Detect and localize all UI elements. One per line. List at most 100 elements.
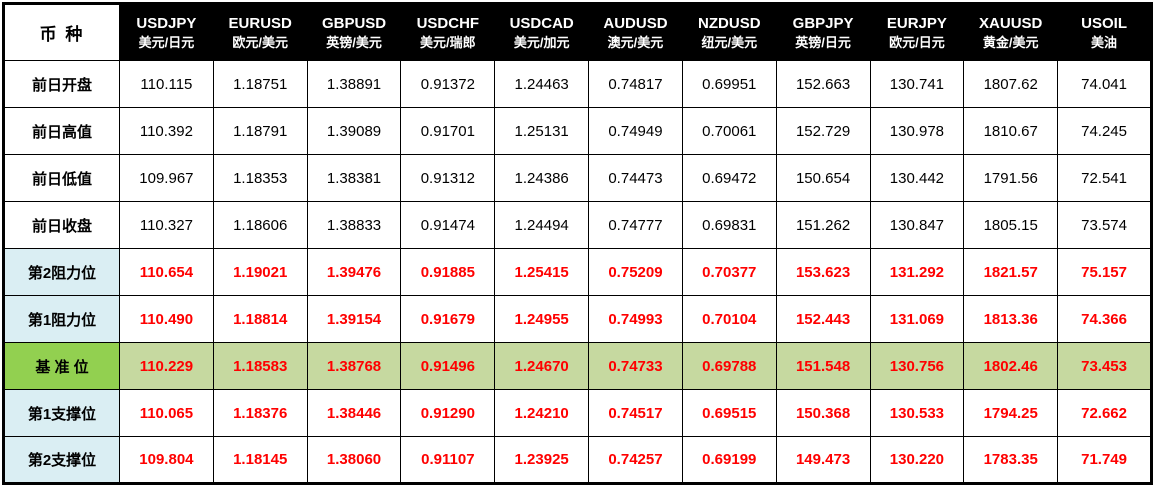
pair-symbol: GBPJPY (792, 14, 854, 32)
value-cell: 151.548 (775, 342, 871, 390)
pair-chinese-name: 欧元/日元 (889, 35, 945, 51)
value-cell: 0.91679 (400, 295, 496, 343)
column-header-gbpusd: GBPUSD 英镑/美元 (306, 3, 402, 61)
table-row: 第2阻力位 110.654 1.19021 1.39476 0.91885 1.25415… (3, 248, 1152, 296)
pair-symbol: USDCAD (509, 14, 574, 32)
corner-cell-currency-type: 币 种 (3, 3, 120, 61)
column-header-usdchf: USDCHF 美元/瑞郎 (400, 3, 496, 61)
value-cell: 0.69831 (681, 201, 777, 249)
value-cell: 1.25131 (494, 107, 590, 155)
value-cell: 74.245 (1057, 107, 1152, 155)
pair-symbol: XAUUSD (979, 14, 1043, 32)
pair-chinese-name: 欧元/美元 (232, 35, 289, 51)
row-label: 第2阻力位 (3, 248, 120, 296)
table-row: 第1支撑位 110.065 1.18376 1.38446 0.91290 1.24210… (3, 389, 1152, 437)
table-row: 第2支撑位 109.804 1.18145 1.38060 0.91107 1.23925… (3, 436, 1152, 484)
column-header-gbpjpy: GBPJPY 英镑/日元 (775, 3, 871, 61)
value-cell: 150.368 (775, 389, 871, 437)
value-cell: 1.39154 (306, 295, 402, 343)
value-cell: 1821.57 (963, 248, 1059, 296)
pair-chinese-name: 英镑/日元 (795, 35, 851, 51)
value-cell: 110.327 (119, 201, 214, 249)
value-cell: 0.91372 (400, 60, 496, 108)
value-cell: 153.623 (775, 248, 871, 296)
value-cell: 0.74949 (588, 107, 683, 155)
value-cell: 130.533 (869, 389, 965, 437)
column-header-nzdusd: NZDUSD 纽元/美元 (681, 3, 777, 61)
value-cell: 109.967 (119, 154, 214, 202)
pair-symbol: EURUSD (228, 14, 292, 32)
value-cell: 1791.56 (963, 154, 1059, 202)
value-cell: 110.229 (119, 342, 214, 390)
column-header-usoil: USOIL 美油 (1057, 3, 1152, 61)
value-cell: 110.490 (119, 295, 214, 343)
value-cell: 0.70104 (681, 295, 777, 343)
value-cell: 1.25415 (494, 248, 590, 296)
header-row: 币 种 USDJPY 美元/日元 EURUSD 欧元/美元 GBPUSD 英镑/美元 USD… (3, 3, 1152, 61)
value-cell: 73.574 (1057, 201, 1152, 249)
value-cell: 73.453 (1057, 342, 1152, 390)
value-cell: 1783.35 (963, 436, 1059, 484)
pair-symbol: AUDUSD (603, 14, 668, 32)
value-cell: 0.69199 (681, 436, 777, 484)
value-cell: 1.24210 (494, 389, 590, 437)
value-cell: 1810.67 (963, 107, 1059, 155)
value-cell: 1794.25 (963, 389, 1059, 437)
table-row: 前日高值 110.392 1.18791 1.39089 0.91701 1.25131 0… (3, 107, 1152, 155)
value-cell: 130.741 (869, 60, 965, 108)
pair-symbol: USDCHF (416, 14, 480, 32)
row-label: 第2支撑位 (3, 436, 120, 484)
value-cell: 1.39089 (306, 107, 402, 155)
value-cell: 1.38446 (306, 389, 402, 437)
value-cell: 1.18791 (212, 107, 308, 155)
column-header-eurjpy: EURJPY 欧元/日元 (869, 3, 965, 61)
row-label: 前日开盘 (3, 60, 120, 108)
pair-chinese-name: 美元/加元 (513, 35, 570, 51)
column-header-xauusd: XAUUSD 黄金/美元 (963, 3, 1059, 61)
value-cell: 1807.62 (963, 60, 1059, 108)
value-cell: 1813.36 (963, 295, 1059, 343)
value-cell: 0.74517 (588, 389, 683, 437)
column-header-usdjpy: USDJPY 美元/日元 (119, 3, 214, 61)
pair-chinese-name: 黄金/美元 (982, 35, 1039, 51)
value-cell: 0.74257 (588, 436, 683, 484)
table-row: 第1阻力位 110.490 1.18814 1.39154 0.91679 1.24955… (3, 295, 1152, 343)
value-cell: 72.662 (1057, 389, 1152, 437)
value-cell: 131.069 (869, 295, 965, 343)
value-cell: 151.262 (775, 201, 871, 249)
value-cell: 0.75209 (588, 248, 683, 296)
value-cell: 110.392 (119, 107, 214, 155)
value-cell: 0.74993 (588, 295, 683, 343)
value-cell: 0.91107 (400, 436, 496, 484)
value-cell: 0.69515 (681, 389, 777, 437)
column-header-audusd: AUDUSD 澳元/美元 (588, 3, 683, 61)
pair-chinese-name: 美元/日元 (138, 35, 195, 51)
value-cell: 0.74473 (588, 154, 683, 202)
value-cell: 0.70377 (681, 248, 777, 296)
pair-chinese-name: 澳元/美元 (607, 35, 664, 51)
table-header: 币 种 USDJPY 美元/日元 EURUSD 欧元/美元 GBPUSD 英镑/美元 USD… (3, 3, 1152, 61)
value-cell: 71.749 (1057, 436, 1152, 484)
column-header-usdcad: USDCAD 美元/加元 (494, 3, 590, 61)
value-cell: 74.366 (1057, 295, 1152, 343)
value-cell: 0.91701 (400, 107, 496, 155)
pair-symbol: USOIL (1081, 14, 1127, 32)
value-cell: 1.38891 (306, 60, 402, 108)
pair-chinese-name: 纽元/美元 (701, 35, 758, 51)
pair-chinese-name: 美油 (1091, 35, 1118, 51)
row-label: 前日收盘 (3, 201, 120, 249)
table-body: 前日开盘 110.115 1.18751 1.38891 0.91372 1.24463 0… (3, 60, 1152, 484)
value-cell: 1.24494 (494, 201, 590, 249)
value-cell: 1.19021 (212, 248, 308, 296)
value-cell: 150.654 (775, 154, 871, 202)
value-cell: 0.70061 (681, 107, 777, 155)
table-row: 前日收盘 110.327 1.18606 1.38833 0.91474 1.24494 0… (3, 201, 1152, 249)
pair-chinese-name: 美元/瑞郎 (420, 35, 476, 51)
value-cell: 152.729 (775, 107, 871, 155)
value-cell: 1.38060 (306, 436, 402, 484)
row-label: 基 准 位 (3, 342, 120, 390)
pair-symbol: USDJPY (136, 14, 197, 32)
row-label: 前日高值 (3, 107, 120, 155)
